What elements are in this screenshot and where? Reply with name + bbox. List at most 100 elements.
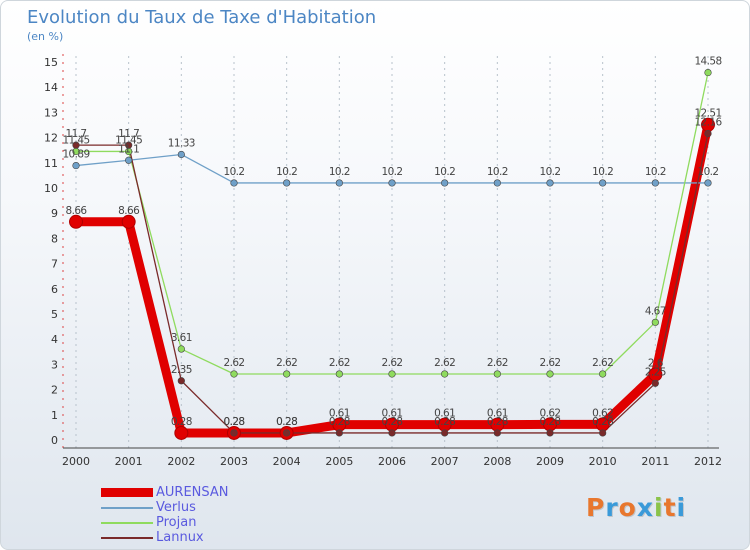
series-point-projan	[177, 345, 185, 353]
y-tick-label: 9	[51, 207, 58, 220]
data-label-lannux: 0.28	[329, 416, 350, 428]
data-label-verlus: 10.2	[645, 166, 666, 178]
series-point-projan	[283, 370, 291, 378]
legend-swatch-aurensan	[101, 488, 153, 497]
data-label-aurensan: 12.51	[694, 108, 721, 120]
series-point-verlus	[283, 179, 291, 187]
data-label-projan: 14.58	[694, 56, 721, 68]
data-label-projan: 2.62	[224, 357, 245, 369]
x-tick-label: 2002	[167, 455, 195, 468]
data-label-verlus: 10.2	[329, 166, 350, 178]
series-point-projan	[493, 370, 501, 378]
data-label-lannux: 11.7	[118, 128, 139, 140]
y-tick-label: 6	[51, 283, 58, 296]
series-point-lannux	[651, 379, 659, 387]
logo-letter: t	[663, 493, 677, 522]
data-label-lannux: 2.25	[645, 366, 666, 378]
data-label-verlus: 11.1	[118, 143, 139, 155]
series-point-projan	[651, 318, 659, 326]
chart-title: Evolution du Taux de Taxe d'Habitation	[27, 7, 377, 28]
series-point-lannux	[335, 429, 343, 437]
series-point-verlus	[546, 179, 554, 187]
data-label-lannux: 0.28	[592, 416, 613, 428]
x-tick-label: 2000	[62, 455, 90, 468]
logo-letter: r	[605, 493, 619, 522]
legend-swatch-lannux	[101, 537, 153, 539]
data-label-projan: 2.62	[487, 357, 508, 369]
data-label-projan: 2.62	[434, 357, 455, 369]
legend-label-aurensan: AURENSAN	[156, 485, 229, 500]
data-label-aurensan: 0.28	[224, 416, 245, 428]
legend-label-lannux: Lannux	[156, 530, 204, 545]
series-point-verlus	[230, 179, 238, 187]
data-label-projan: 11.45	[115, 134, 142, 146]
series-point-lannux	[283, 429, 291, 437]
y-tick-label: 4	[51, 333, 58, 346]
proxiti-logo: Proxiti	[586, 493, 686, 522]
logo-letter: i	[654, 493, 664, 522]
logo-letter: x	[636, 493, 654, 522]
x-tick-label: 2011	[641, 455, 669, 468]
series-point-aurensan	[174, 425, 189, 440]
x-tick-label: 2006	[378, 455, 406, 468]
y-tick-label: 14	[44, 81, 58, 94]
data-label-aurensan: 0.28	[171, 416, 192, 428]
series-point-aurensan	[121, 214, 136, 229]
y-tick-label: 13	[44, 106, 58, 119]
series-point-lannux	[493, 429, 501, 437]
data-label-aurensan: 8.66	[66, 205, 88, 217]
y-tick-label: 0	[51, 434, 58, 447]
series-point-lannux	[441, 429, 449, 437]
logo-letter: o	[618, 493, 637, 522]
y-tick-label: 15	[44, 56, 58, 69]
series-point-lannux	[125, 141, 133, 149]
series-point-verlus	[335, 179, 343, 187]
y-tick-label: 11	[44, 157, 58, 170]
y-tick-label: 1	[51, 409, 58, 422]
series-point-verlus	[441, 179, 449, 187]
series-point-verlus	[704, 179, 712, 187]
series-point-lannux	[388, 429, 396, 437]
data-label-aurensan: 0.61	[382, 408, 403, 420]
data-label-aurensan: 0.62	[592, 407, 613, 419]
data-label-verlus: 10.2	[276, 166, 297, 178]
series-point-lannux	[230, 429, 238, 437]
series-point-projan	[441, 370, 449, 378]
data-label-verlus: 10.89	[62, 149, 89, 161]
series-point-verlus	[651, 179, 659, 187]
data-label-lannux: 0.28	[276, 416, 297, 428]
x-tick-label: 2004	[273, 455, 301, 468]
data-label-projan: 2.62	[592, 357, 613, 369]
y-tick-label: 12	[44, 132, 58, 145]
data-label-lannux: 12.16	[694, 117, 722, 129]
data-label-verlus: 10.2	[698, 166, 719, 178]
data-label-projan: 11.45	[62, 134, 89, 146]
logo-letter: P	[586, 493, 606, 522]
series-point-verlus	[72, 161, 80, 170]
series-point-lannux	[704, 129, 712, 138]
series-point-lannux	[599, 429, 607, 437]
data-label-verlus: 10.2	[434, 166, 455, 178]
data-label-projan: 3.61	[171, 332, 192, 344]
data-label-aurensan: 0.61	[487, 408, 508, 420]
y-tick-label: 3	[51, 358, 58, 371]
data-label-lannux: 0.28	[434, 416, 455, 428]
x-tick-label: 2001	[115, 455, 143, 468]
data-label-verlus: 10.2	[224, 166, 245, 178]
series-point-verlus	[493, 179, 501, 187]
logo-letter: i	[676, 493, 687, 522]
y-tick-label: 7	[51, 258, 58, 271]
data-label-aurensan: 8.66	[118, 205, 140, 217]
x-tick-label: 2007	[431, 455, 459, 468]
data-label-lannux: 0.28	[224, 416, 245, 428]
x-tick-label: 2009	[536, 455, 564, 468]
series-point-lannux	[546, 429, 554, 437]
series-point-lannux	[72, 141, 80, 149]
legend-swatch-verlus	[101, 507, 153, 509]
data-label-projan: 2.62	[540, 357, 561, 369]
chart-subtitle: (en %)	[27, 30, 64, 43]
series-point-projan	[546, 370, 554, 378]
data-label-lannux: 11.7	[66, 128, 87, 140]
